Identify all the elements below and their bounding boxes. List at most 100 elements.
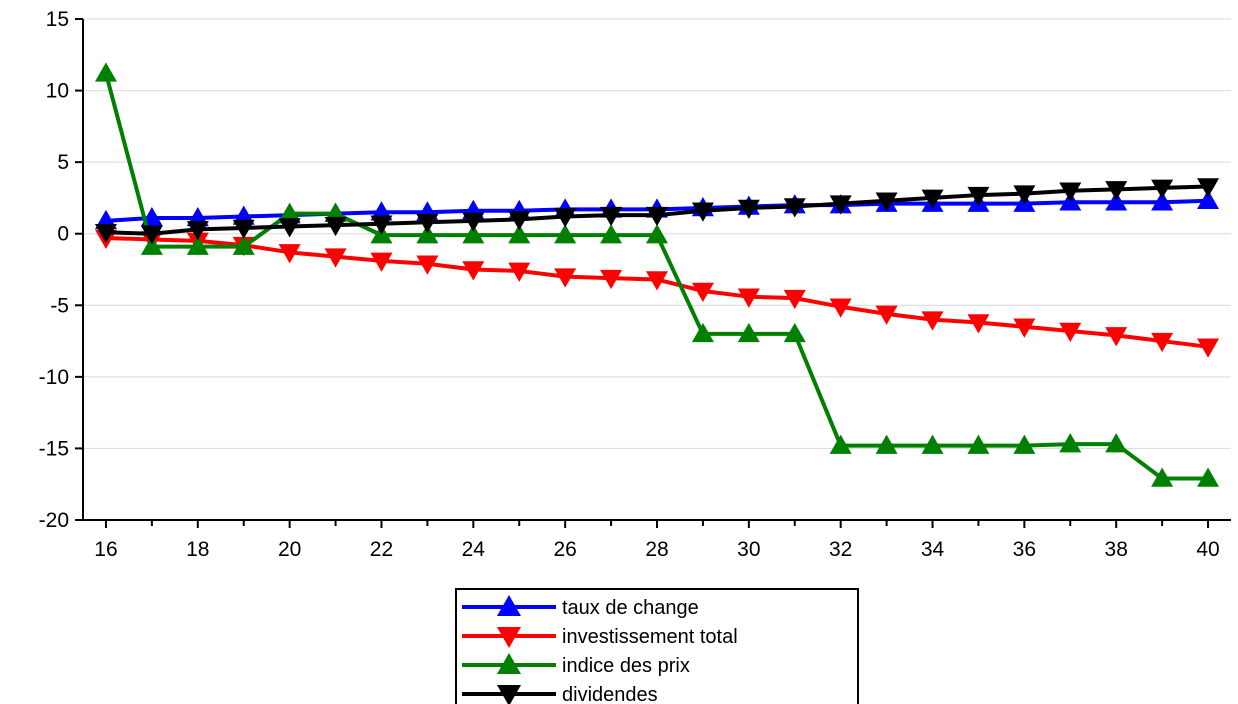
data-point-dividendes bbox=[186, 221, 209, 241]
data-point-dividendes bbox=[1151, 179, 1174, 199]
legend-label-dividendes: dividendes bbox=[562, 684, 658, 704]
data-point-dividendes bbox=[140, 225, 163, 245]
data-point-indice-des-prix bbox=[462, 224, 485, 244]
data-point-dividendes bbox=[1105, 181, 1128, 201]
data-point-dividendes bbox=[1197, 178, 1220, 198]
axes: 15 10 5 0 -5 -10 -15 -20 16 18 20 22 24 26 28 30 32 34 36 3… bbox=[39, 8, 1231, 561]
y-tick-label: 10 bbox=[46, 80, 69, 103]
data-point-taux-de-change bbox=[1105, 191, 1128, 211]
x-tick-label: 18 bbox=[186, 538, 209, 561]
data-point-dividendes bbox=[646, 206, 668, 227]
data-point-investissement-total bbox=[829, 298, 852, 318]
data-point-dividendes bbox=[278, 218, 301, 238]
x-tick-label: 20 bbox=[278, 538, 301, 561]
data-point-dividendes bbox=[232, 219, 255, 239]
data-point-dividendes bbox=[324, 216, 347, 237]
data-point-investissement-total bbox=[554, 268, 577, 288]
data-point-indice-des-prix bbox=[921, 434, 944, 454]
data-point-indice-des-prix bbox=[1105, 433, 1128, 453]
data-point-dividendes bbox=[921, 189, 944, 209]
y-tick-label: 15 bbox=[46, 8, 69, 31]
data-point-investissement-total bbox=[646, 271, 668, 291]
data-point-dividendes bbox=[829, 195, 852, 215]
x-tick-label: 32 bbox=[829, 538, 852, 561]
x-tick-label: 38 bbox=[1105, 538, 1128, 561]
data-point-indice-des-prix bbox=[232, 235, 255, 255]
y-tick-label: -5 bbox=[50, 294, 69, 317]
series-dividendes bbox=[94, 178, 1220, 245]
data-point-indice-des-prix bbox=[186, 235, 209, 255]
x-tick-label: 36 bbox=[1013, 538, 1036, 561]
x-tick-label: 24 bbox=[462, 538, 486, 561]
y-tick-label: 5 bbox=[57, 151, 69, 174]
data-point-investissement-total bbox=[324, 248, 347, 268]
data-point-investissement-total bbox=[508, 262, 531, 282]
data-point-indice-des-prix bbox=[416, 224, 439, 244]
legend-marker-dividendes bbox=[497, 685, 521, 704]
data-point-indice-des-prix bbox=[1151, 467, 1174, 487]
data-point-investissement-total bbox=[462, 261, 485, 281]
data-point-investissement-total bbox=[1197, 338, 1220, 358]
data-point-indice-des-prix bbox=[737, 322, 760, 343]
y-tick-label: -15 bbox=[39, 437, 69, 460]
legend: taux de change investissement total indice… bbox=[455, 588, 859, 704]
data-point-dividendes bbox=[462, 212, 485, 232]
data-point-investissement-total bbox=[921, 311, 944, 331]
data-point-indice-des-prix bbox=[875, 434, 898, 454]
legend-marker-indice-des-prix bbox=[497, 653, 521, 674]
data-point-dividendes bbox=[508, 211, 531, 231]
data-point-investissement-total bbox=[1013, 318, 1036, 338]
data-point-indice-des-prix bbox=[646, 224, 668, 244]
legend-marker-investissement-total bbox=[497, 627, 521, 648]
data-point-indice-des-prix bbox=[140, 235, 163, 255]
data-point-indice-des-prix bbox=[691, 322, 714, 343]
data-point-investissement-total bbox=[1059, 322, 1082, 343]
x-tick-label: 28 bbox=[645, 538, 668, 561]
legend-label-investissement-total: investissement total bbox=[562, 626, 738, 648]
x-tick-label: 30 bbox=[737, 538, 760, 561]
data-point-investissement-total bbox=[1105, 327, 1128, 347]
data-point-dividendes bbox=[783, 198, 806, 218]
data-point-indice-des-prix bbox=[600, 224, 623, 244]
data-point-indice-des-prix bbox=[783, 322, 806, 343]
data-point-indice-des-prix bbox=[967, 434, 990, 454]
data-point-indice-des-prix bbox=[508, 224, 531, 244]
data-point-dividendes bbox=[737, 199, 760, 219]
y-tick-label: -20 bbox=[39, 509, 69, 532]
x-tick-label: 40 bbox=[1196, 538, 1219, 561]
data-point-investissement-total bbox=[370, 252, 393, 272]
legend-marker-taux-de-change bbox=[497, 595, 521, 616]
data-point-investissement-total bbox=[783, 289, 806, 310]
data-point-indice-des-prix bbox=[829, 434, 852, 454]
data-point-dividendes bbox=[1013, 185, 1036, 205]
x-tick-label: 16 bbox=[94, 538, 117, 561]
data-point-indice-des-prix bbox=[278, 202, 301, 222]
series-indice-des-prix bbox=[94, 62, 1220, 487]
data-point-indice-des-prix bbox=[554, 224, 577, 244]
series-layer bbox=[94, 62, 1220, 487]
data-point-investissement-total bbox=[600, 269, 623, 290]
legend-label-taux-de-change: taux de change bbox=[562, 597, 699, 619]
x-tick-label: 34 bbox=[921, 538, 945, 561]
data-point-dividendes bbox=[967, 186, 990, 207]
data-point-dividendes bbox=[691, 202, 714, 222]
data-point-dividendes bbox=[600, 206, 623, 227]
legend-label-indice-des-prix: indice des prix bbox=[562, 655, 690, 677]
data-point-taux-de-change bbox=[1151, 191, 1174, 211]
data-point-investissement-total bbox=[1151, 332, 1174, 353]
data-point-investissement-total bbox=[967, 314, 990, 334]
data-point-taux-de-change bbox=[1197, 189, 1220, 210]
data-point-indice-des-prix bbox=[94, 62, 117, 82]
data-point-indice-des-prix bbox=[1059, 433, 1082, 453]
data-point-dividendes bbox=[875, 192, 898, 212]
data-point-dividendes bbox=[94, 224, 117, 244]
data-point-dividendes bbox=[416, 214, 439, 234]
data-point-dividendes bbox=[370, 215, 393, 235]
data-point-dividendes bbox=[1059, 182, 1082, 202]
data-point-investissement-total bbox=[737, 288, 760, 308]
data-point-investissement-total bbox=[691, 282, 714, 302]
data-point-investissement-total bbox=[416, 255, 439, 275]
data-point-investissement-total bbox=[875, 305, 898, 325]
